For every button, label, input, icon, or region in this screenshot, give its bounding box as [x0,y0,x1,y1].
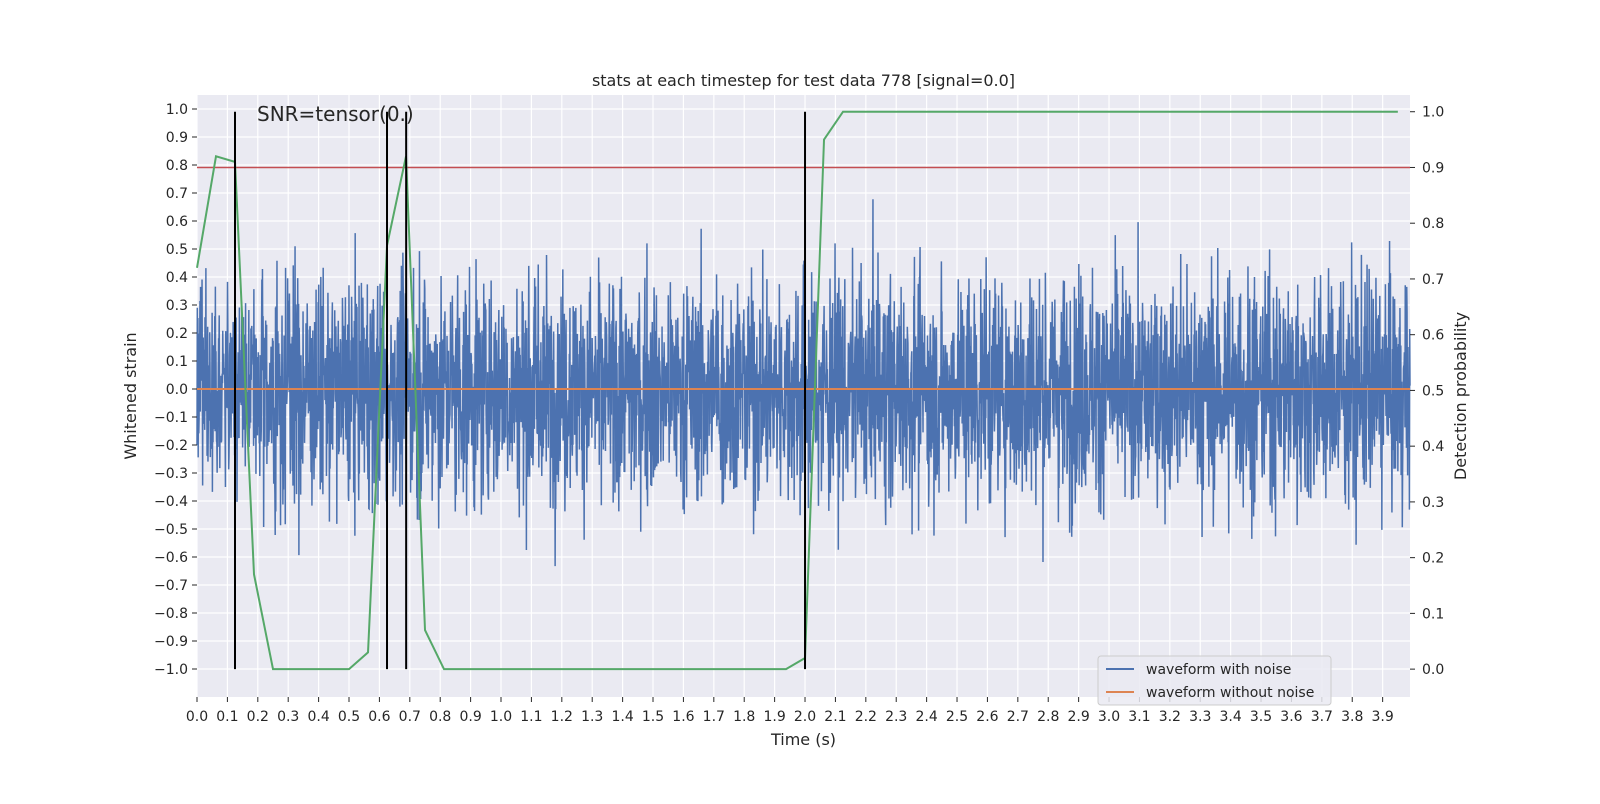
y-tick-label-14: −0.4 [154,494,188,510]
x-tick-label-22: 2.2 [855,709,877,725]
legend-label-waveform-without-noise: waveform without noise [1146,685,1314,701]
x-tick-label-24: 2.4 [915,709,937,725]
x-tick-label-1: 0.1 [216,709,238,725]
x-tick-label-12: 1.2 [551,709,573,725]
y-tick-label-2: 0.8 [166,158,188,174]
x-tick-label-30: 3.0 [1098,709,1120,725]
y2-tick-label-10: 0.0 [1422,662,1444,678]
y-tick-label-12: −0.2 [154,438,188,454]
y2-tick-label-8: 0.2 [1422,551,1444,567]
x-tick-label-25: 2.5 [946,709,968,725]
y-tick-label-16: −0.6 [154,550,188,566]
y2-tick-label-0: 1.0 [1422,105,1444,121]
x-tick-label-26: 2.6 [976,709,998,725]
x-tick-label-23: 2.3 [885,709,907,725]
y2-axis-label: Detection probability [1451,312,1470,480]
x-tick-label-16: 1.6 [672,709,694,725]
x-tick-label-8: 0.8 [429,709,451,725]
y2-tick-label-6: 0.4 [1422,439,1444,455]
noise-waveform-line [196,199,1411,567]
x-tick-label-33: 3.3 [1189,709,1211,725]
y2-tick-label-1: 0.9 [1422,160,1444,176]
x-tick-label-35: 3.5 [1250,709,1272,725]
x-tick-label-31: 3.1 [1128,709,1150,725]
x-axis-label: Time (s) [770,730,836,749]
x-tick-label-21: 2.1 [824,709,846,725]
x-tick-label-4: 0.4 [307,709,329,725]
x-tick-label-27: 2.7 [1007,709,1029,725]
y2-tick-label-5: 0.5 [1422,383,1444,399]
y-tick-label-11: −0.1 [154,410,188,426]
x-tick-label-7: 0.7 [399,709,421,725]
x-tick-label-0: 0.0 [186,709,208,725]
series-waveform-with-noise [196,199,1411,567]
y2-tick-label-9: 0.1 [1422,606,1444,622]
legend-label-waveform-with-noise: waveform with noise [1146,662,1291,678]
y2-tick-label-2: 0.8 [1422,216,1444,232]
y-tick-label-10: 0.0 [166,382,188,398]
y-tick-label-8: 0.2 [166,326,188,342]
y-tick-label-3: 0.7 [166,186,188,202]
legend-box [1097,655,1332,706]
y-tick-label-7: 0.3 [166,298,188,314]
x-tick-label-39: 3.9 [1372,709,1394,725]
x-tick-label-15: 1.5 [642,709,664,725]
y-tick-label-17: −0.7 [154,578,188,594]
x-tick-label-10: 1.0 [490,709,512,725]
x-tick-label-14: 1.4 [611,709,633,725]
y-tick-label-20: −1.0 [154,662,188,678]
y-tick-label-1: 0.9 [166,130,188,146]
y2-tick-label-4: 0.6 [1422,328,1444,344]
x-tick-label-13: 1.3 [581,709,603,725]
x-tick-label-37: 3.7 [1311,709,1333,725]
y-tick-label-9: 0.1 [166,354,188,370]
y-tick-label-15: −0.5 [154,522,188,538]
x-tick-label-18: 1.8 [733,709,755,725]
y2-tick-label-7: 0.3 [1422,495,1444,511]
x-tick-label-36: 3.6 [1280,709,1302,725]
x-tick-label-5: 0.5 [338,709,360,725]
x-tick-label-34: 3.4 [1220,709,1242,725]
y-tick-label-0: 1.0 [166,102,188,118]
x-tick-label-17: 1.7 [703,709,725,725]
y2-tick-label-3: 0.7 [1422,272,1444,288]
x-tick-label-11: 1.1 [520,709,542,725]
snr-annotation: SNR=tensor(0.) [257,102,414,126]
y-axis-label: Whitened strain [121,332,140,459]
y-tick-label-13: −0.3 [154,466,188,482]
y-tick-label-5: 0.5 [166,242,188,258]
detection-vlines [234,111,807,670]
x-tick-label-9: 0.9 [459,709,481,725]
series-detection-probability [196,110,1398,671]
y-tick-label-4: 0.6 [166,214,188,230]
probability-line [196,110,1398,671]
x-tick-label-20: 2.0 [794,709,816,725]
legend: waveform with noise waveform without noi… [1097,655,1332,706]
x-tick-label-29: 2.9 [1067,709,1089,725]
tick-labels: 0.0 0.1 0.2 0.3 0.4 0.5 0.6 0.7 0.8 0.9 1.0 1.1 1.2 1… [154,102,1444,725]
x-tick-label-32: 3.2 [1159,709,1181,725]
y-tick-label-6: 0.4 [166,270,188,286]
x-tick-label-19: 1.9 [763,709,785,725]
x-tick-label-38: 3.8 [1341,709,1363,725]
x-tick-label-6: 0.6 [368,709,390,725]
x-tick-label-28: 2.8 [1037,709,1059,725]
x-tick-label-3: 0.3 [277,709,299,725]
x-tick-label-2: 0.2 [247,709,269,725]
y-tick-label-18: −0.8 [154,606,188,622]
y-tick-label-19: −0.9 [154,634,188,650]
chart-title: stats at each timestep for test data 778… [592,71,1015,90]
